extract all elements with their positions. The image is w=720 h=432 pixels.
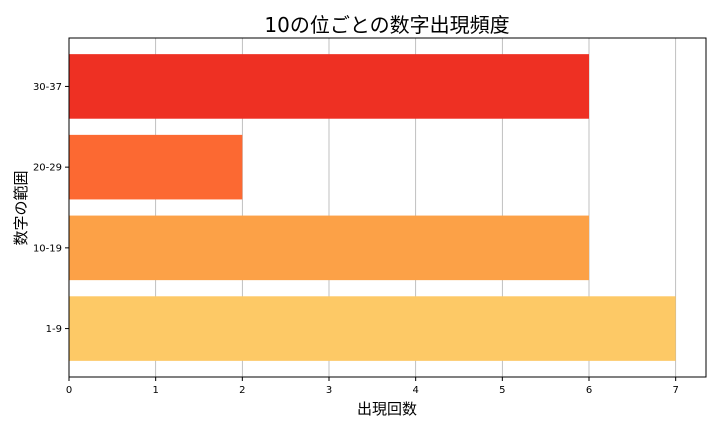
y-ticks: 1-9 10-19 20-29 30-37 bbox=[33, 82, 69, 335]
x-tick-label: 1 bbox=[152, 385, 158, 396]
bar-20-29 bbox=[69, 134, 243, 200]
x-tick-label: 6 bbox=[586, 385, 592, 396]
plot-frame bbox=[68, 37, 707, 378]
x-tick-label: 2 bbox=[239, 385, 245, 396]
bar-10-19 bbox=[69, 215, 589, 281]
bar-30-37 bbox=[69, 54, 589, 119]
y-tick-label: 10-19 bbox=[33, 243, 62, 254]
bars bbox=[69, 54, 676, 361]
bar-1-9 bbox=[69, 296, 676, 361]
x-axis-label: 出現回数 bbox=[357, 400, 417, 418]
chart-title: 10の位ごとの数字出現頻度 bbox=[264, 13, 509, 37]
x-tick-label: 0 bbox=[66, 385, 72, 396]
y-tick-label: 20-29 bbox=[33, 163, 62, 174]
y-tick-label: 1-9 bbox=[46, 324, 62, 335]
x-ticks: 0 1 2 3 4 5 6 7 bbox=[66, 377, 679, 396]
x-tick-label: 5 bbox=[499, 385, 505, 396]
y-axis-label: 数字の範囲 bbox=[12, 170, 30, 245]
x-tick-label: 4 bbox=[412, 385, 418, 396]
y-tick-label: 30-37 bbox=[33, 82, 62, 93]
x-tick-label: 7 bbox=[672, 385, 678, 396]
x-tick-label: 3 bbox=[326, 385, 332, 396]
